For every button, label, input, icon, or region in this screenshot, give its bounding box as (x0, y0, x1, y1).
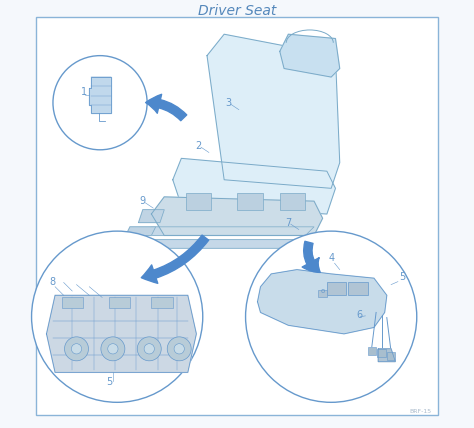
Circle shape (174, 344, 184, 354)
Circle shape (72, 344, 82, 354)
Bar (186, 193, 211, 210)
Bar (348, 282, 367, 295)
Bar (151, 297, 173, 308)
Circle shape (108, 344, 118, 354)
Bar (327, 282, 346, 295)
Circle shape (246, 231, 417, 402)
Bar (280, 193, 305, 210)
Polygon shape (257, 270, 387, 334)
Text: 5: 5 (107, 377, 113, 387)
Text: 5: 5 (400, 272, 406, 282)
Bar (377, 349, 386, 357)
Circle shape (144, 344, 155, 354)
Text: 3: 3 (225, 98, 231, 108)
Text: Driver Seat: Driver Seat (198, 4, 276, 18)
Circle shape (137, 337, 161, 361)
Bar (62, 297, 83, 308)
Text: 9: 9 (140, 196, 146, 206)
Text: o: o (320, 288, 325, 294)
Text: BRF-15: BRF-15 (410, 409, 432, 414)
Circle shape (53, 56, 147, 150)
FancyArrowPatch shape (141, 235, 209, 283)
Polygon shape (280, 34, 340, 77)
Bar (387, 352, 395, 360)
Polygon shape (46, 295, 196, 372)
Text: 7: 7 (285, 217, 292, 228)
FancyArrowPatch shape (146, 94, 187, 121)
FancyArrowPatch shape (302, 241, 320, 273)
Polygon shape (151, 197, 323, 235)
Text: 2: 2 (195, 140, 201, 151)
Bar (319, 290, 327, 297)
Polygon shape (173, 158, 336, 214)
Polygon shape (126, 227, 155, 235)
Text: 1: 1 (81, 87, 87, 97)
Bar (237, 193, 263, 210)
Bar (109, 297, 130, 308)
Text: 4: 4 (329, 253, 335, 263)
Polygon shape (134, 240, 305, 248)
Text: 6: 6 (356, 309, 362, 320)
Polygon shape (207, 34, 340, 188)
Polygon shape (378, 349, 395, 362)
Circle shape (167, 337, 191, 361)
Circle shape (101, 337, 125, 361)
Polygon shape (143, 227, 314, 235)
Bar (367, 347, 376, 355)
Circle shape (64, 337, 89, 361)
Circle shape (32, 231, 203, 402)
Polygon shape (89, 77, 111, 113)
Polygon shape (138, 210, 164, 223)
Text: 8: 8 (50, 276, 55, 287)
